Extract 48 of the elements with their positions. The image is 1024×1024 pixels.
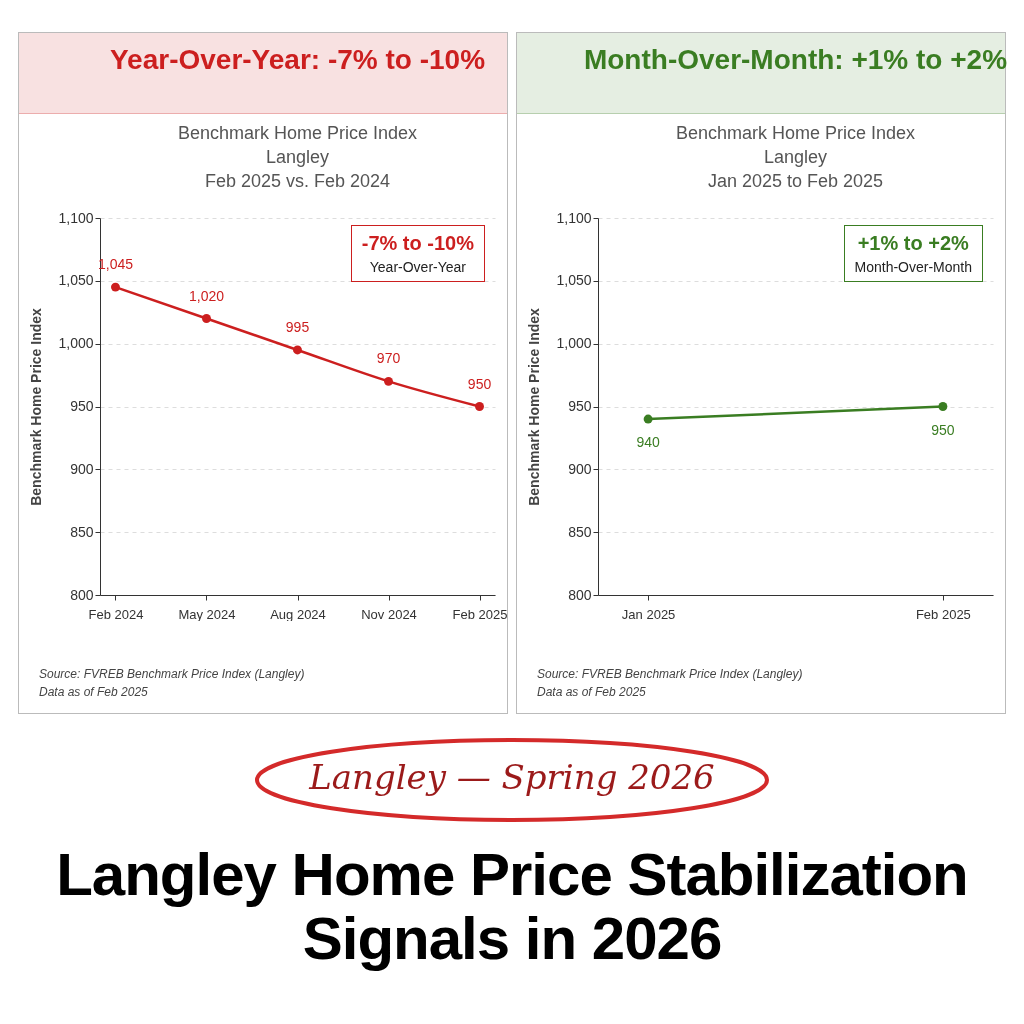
y-tick-label: 850: [70, 523, 94, 540]
annotation: +1% to +2%: [856, 232, 970, 255]
x-tick-label: Aug 2024: [270, 606, 326, 622]
text: Data as of Feb 2025: [39, 684, 149, 701]
y-tick-label: 800: [568, 586, 592, 603]
y-tick-label: 900: [568, 460, 592, 477]
y-axis-title: Benchmark Home Price Index: [526, 307, 543, 506]
text: Data as of Feb 2025: [537, 684, 647, 701]
chart-subtitle: Benchmark Home Price Index Langley Feb 2025 vs. Feb 2024: [177, 123, 418, 191]
source-note: Source: FVREB Benchmark Price Index (Langley): [537, 666, 803, 683]
y-tick-label: 1,000: [556, 335, 592, 352]
data-label: 940: [636, 434, 660, 451]
y-tick-label: 1,050: [58, 272, 94, 289]
x-tick-label: May 2024: [178, 606, 236, 622]
annotation: -7% to -10%: [361, 232, 474, 255]
x-tick-label: Feb 2025: [452, 606, 508, 622]
x-tick-label: Feb 2024: [88, 606, 144, 622]
data-label: 970: [376, 350, 401, 367]
point: [475, 402, 484, 411]
point: [293, 345, 302, 355]
text: Langley — Spring 2026: [307, 757, 716, 797]
x-tick-label: Jan 2025: [621, 606, 676, 622]
chart-subtitle: Benchmark Home Price Index Langley Jan 2025 to Feb 2025: [675, 123, 916, 191]
point: [202, 314, 211, 323]
y-tick-label: 900: [70, 460, 94, 477]
y-tick-label: 950: [568, 398, 592, 414]
text: Langley Home Price Stabilization Signals in 2026: [55, 841, 969, 972]
y-tick-label: 850: [568, 523, 592, 540]
y-tick-label: 800: [70, 586, 94, 603]
point: [111, 282, 120, 292]
y-tick-label: 1,050: [556, 272, 592, 289]
x-tick-label: Feb 2025: [915, 606, 971, 622]
data-label: 995: [285, 318, 310, 335]
y-tick-label: 1,100: [58, 209, 94, 226]
data-label: 1,020: [188, 287, 225, 304]
chart-title: Month-Over-Month: +1% to +2%: [583, 44, 1008, 75]
y-tick-label: 950: [70, 398, 94, 414]
x-tick-label: Nov 2024: [361, 606, 417, 622]
data-label: 950: [467, 375, 492, 392]
annotation: Year-Over-Year: [368, 259, 467, 275]
chart-title: Year-Over-Year: -7% to -10%: [109, 44, 486, 75]
source-note: Source: FVREB Benchmark Price Index (Langley): [39, 666, 305, 683]
point: [384, 376, 393, 386]
annotation: Month-Over-Month: [854, 259, 972, 275]
data-label: 950: [931, 421, 955, 438]
y-tick-label: 1,000: [58, 335, 94, 352]
y-axis-title: Benchmark Home Price Index: [28, 307, 45, 506]
y-tick-label: 1,100: [556, 209, 592, 226]
